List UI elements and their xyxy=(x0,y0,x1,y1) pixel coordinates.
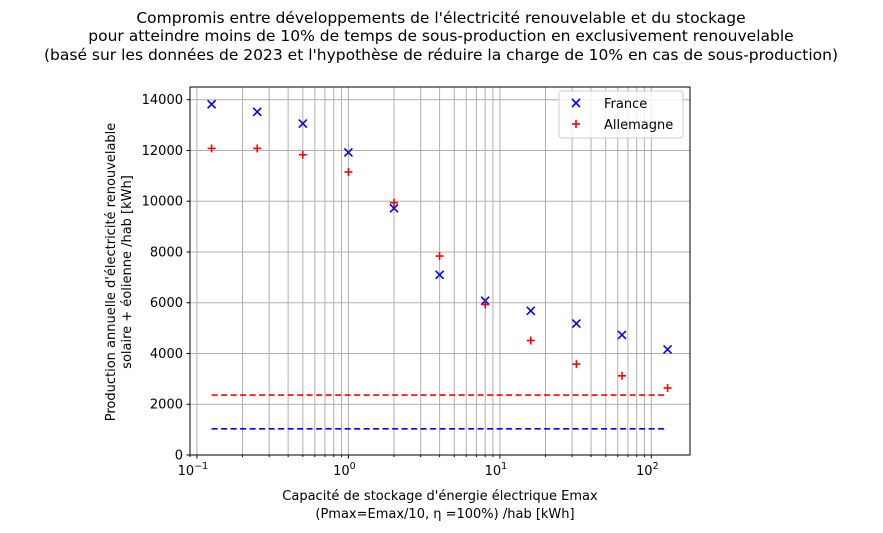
data-point-france xyxy=(207,99,217,109)
marker-stroke xyxy=(663,344,673,354)
y-tick-label: 14000 xyxy=(142,93,183,108)
legend-marker-allemagne xyxy=(572,120,580,128)
y-tick-label: 8000 xyxy=(150,245,183,260)
x-tick-label-exponent: 2 xyxy=(653,461,659,472)
marker-stroke xyxy=(298,118,308,129)
data-point-france xyxy=(526,306,536,316)
marker-stroke xyxy=(435,270,445,280)
legend-marker-france xyxy=(571,98,581,108)
x-tick-label: 102 xyxy=(636,461,659,479)
data-point-france xyxy=(435,270,445,280)
data-point-france xyxy=(343,147,353,158)
chart-title: Compromis entre développements de l'élec… xyxy=(44,9,838,64)
title-line-3: (basé sur les données de 2023 et l'hypot… xyxy=(44,46,838,64)
marker-stroke xyxy=(526,306,536,316)
y-axis-label-line-2: solaire + éolienne /hab [kWh] xyxy=(120,175,135,369)
data-point-france xyxy=(571,318,581,329)
data-point-allemagne xyxy=(663,383,672,392)
x-tick-label-base: 10 xyxy=(333,464,350,479)
marker-stroke xyxy=(343,147,353,158)
data-point-france xyxy=(252,107,262,117)
data-point-france xyxy=(298,118,308,129)
data-point-france xyxy=(389,203,399,213)
data-point-allemagne xyxy=(253,144,262,153)
marker-stroke xyxy=(571,318,581,329)
marker-stroke xyxy=(389,203,399,213)
legend: France Allemagne xyxy=(558,90,684,139)
x-tick-label-exponent: −1 xyxy=(194,461,208,472)
data-point-france xyxy=(617,330,627,340)
x-tick-label-base: 10 xyxy=(178,464,195,479)
y-tick-label: 0 xyxy=(175,449,183,464)
y-tick-label: 10000 xyxy=(142,195,183,210)
y-axis-label-line-1: Production annuelle d'électricité renouv… xyxy=(104,123,119,422)
data-point-allemagne xyxy=(481,300,490,309)
grid xyxy=(189,87,690,456)
x-tick-label-base: 10 xyxy=(636,464,653,479)
y-tick-label: 6000 xyxy=(150,296,183,311)
data-point-allemagne xyxy=(344,168,353,177)
data-point-france xyxy=(663,344,673,354)
x-tick-label: 100 xyxy=(333,461,356,479)
marker-stroke xyxy=(617,330,627,340)
data-point-allemagne xyxy=(298,150,307,159)
data-point-allemagne xyxy=(389,198,398,207)
data-point-allemagne xyxy=(526,336,535,345)
y-tick-label: 4000 xyxy=(150,347,183,362)
legend-box xyxy=(558,90,684,139)
legend-markers xyxy=(571,98,581,128)
marker-stroke xyxy=(571,98,581,108)
x-axis-label-line-2: (Pmax=Emax/10, η =100%) /hab [kWh] xyxy=(315,507,574,522)
x-tick-label: 101 xyxy=(485,461,508,479)
y-axis: 0 2000 4000 6000 8000 10000 12000 14000 xyxy=(142,93,190,464)
x-tick-label-exponent: 1 xyxy=(501,461,507,472)
legend-label-france: France xyxy=(604,97,647,112)
data-point-allemagne xyxy=(435,252,444,261)
y-tick-label: 2000 xyxy=(150,398,183,413)
title-line-2: pour atteindre moins de 10% de temps de … xyxy=(88,27,793,45)
x-tick-label-base: 10 xyxy=(485,464,502,479)
data-points xyxy=(207,99,673,392)
marker-stroke xyxy=(252,107,262,117)
axis-labels: Capacité de stockage d'énergie électriqu… xyxy=(104,123,598,522)
data-point-allemagne xyxy=(572,360,581,369)
marker-stroke xyxy=(207,99,217,109)
x-tick-label: 10−1 xyxy=(178,461,209,479)
x-axis: 10−1 100 101 102 xyxy=(178,455,659,479)
y-tick-label: 12000 xyxy=(142,144,183,159)
x-axis-label-line-1: Capacité de stockage d'énergie électriqu… xyxy=(282,489,598,504)
legend-label-allemagne: Allemagne xyxy=(604,118,673,133)
data-point-allemagne xyxy=(207,144,216,153)
title-line-1: Compromis entre développements de l'élec… xyxy=(136,9,745,27)
x-tick-label-exponent: 0 xyxy=(350,461,356,472)
data-point-allemagne xyxy=(617,371,626,380)
